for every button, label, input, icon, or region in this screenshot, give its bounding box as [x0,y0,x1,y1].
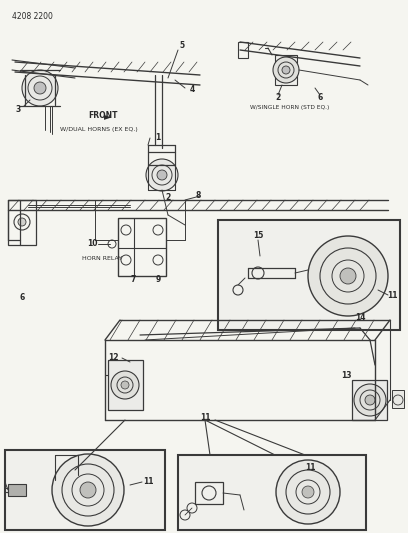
Circle shape [302,486,314,498]
Bar [218,220,400,330]
Circle shape [273,57,299,83]
Text: W/DUAL HORNS (EX EQ.): W/DUAL HORNS (EX EQ.) [60,127,138,133]
Text: W/SINGLE HORN (STD EQ.): W/SINGLE HORN (STD EQ.) [250,106,329,110]
Text: 11: 11 [200,414,210,423]
Text: 13: 13 [341,372,352,381]
Text: 11: 11 [305,464,315,472]
Bar [5,450,165,530]
Text: 7: 7 [130,276,136,285]
Bar [108,360,143,410]
Circle shape [308,236,388,316]
Circle shape [146,159,178,191]
Bar [195,482,223,504]
Circle shape [52,454,124,526]
Bar [392,390,404,408]
Circle shape [365,395,375,405]
Text: 11: 11 [143,478,153,487]
Text: 4: 4 [189,85,195,94]
Text: 10: 10 [87,239,97,248]
Text: 11: 11 [387,290,397,300]
Text: 1: 1 [155,133,160,142]
Circle shape [354,384,386,416]
Bar [238,42,248,58]
Circle shape [80,482,96,498]
Bar [352,380,387,420]
Text: 12: 12 [108,353,118,362]
Bar [8,484,26,496]
Text: FRONT: FRONT [88,111,118,120]
Text: 8: 8 [195,191,201,200]
Text: 6: 6 [317,93,323,102]
Text: 5: 5 [180,42,184,51]
Circle shape [121,381,129,389]
Circle shape [157,170,167,180]
Circle shape [282,66,290,74]
Circle shape [22,70,58,106]
Text: 15: 15 [253,231,263,240]
Text: 9: 9 [155,276,161,285]
Circle shape [340,268,356,284]
Text: 14: 14 [355,313,365,322]
Circle shape [34,82,46,94]
Bar [8,200,36,245]
Bar [118,218,166,276]
Text: ►: ► [104,111,112,121]
Circle shape [111,371,139,399]
Text: 3: 3 [16,106,21,115]
Text: 6: 6 [19,294,24,303]
Bar [275,55,297,85]
Circle shape [18,218,26,226]
Circle shape [276,460,340,524]
Text: 4208 2200: 4208 2200 [12,12,53,21]
Bar [178,455,366,530]
Text: 2: 2 [165,193,171,203]
Text: HORN RELAY: HORN RELAY [82,255,122,261]
Text: 2: 2 [275,93,281,102]
